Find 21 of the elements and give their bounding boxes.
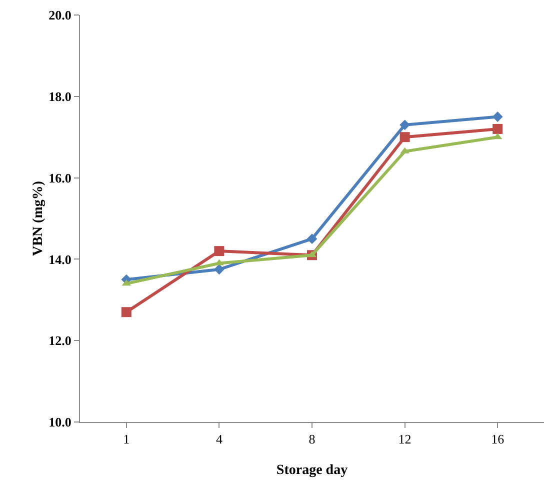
x-tick-label: 4 [216,432,223,447]
point [306,234,318,244]
x-tick-label: 16 [491,432,505,447]
point [121,307,132,318]
x-tick-label: 1 [123,432,130,447]
y-tick-label: 12.0 [48,333,72,348]
x-axis-title: Storage day [276,463,348,478]
y-tick-label: 14.0 [48,252,72,267]
point [492,124,503,134]
point [214,264,224,275]
point [492,112,503,122]
y-tick-label: 18.0 [48,88,72,104]
y-tick-label: 10.0 [48,414,72,430]
y-tick-label: 16.0 [48,170,72,186]
point [214,246,224,256]
y-axis-title: VBN (mg%) [31,180,46,256]
point [400,120,410,130]
y-tick-label: 20.0 [48,8,72,23]
x-tick-label: 8 [308,432,316,447]
x-tick-label: 12 [398,432,412,447]
point [400,132,410,142]
